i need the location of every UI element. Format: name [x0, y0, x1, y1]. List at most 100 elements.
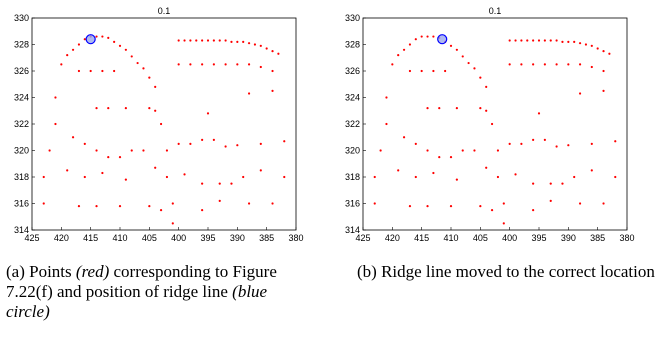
red-data-point [201, 138, 204, 141]
red-data-point [171, 202, 174, 205]
red-data-point [236, 40, 239, 43]
red-data-point [408, 205, 412, 208]
red-data-point [438, 156, 441, 159]
red-data-point [224, 39, 227, 42]
red-data-point [414, 142, 417, 145]
red-data-point [212, 138, 215, 141]
red-data-point [165, 149, 169, 152]
red-data-point [154, 109, 157, 112]
red-data-point [549, 182, 552, 185]
red-data-point [426, 149, 429, 152]
red-data-point [567, 63, 570, 66]
red-data-point [118, 156, 122, 159]
y-tick-label: 322 [345, 119, 360, 129]
x-tick-label: 415 [83, 233, 98, 243]
plot-frame [362, 17, 628, 231]
red-data-point [259, 65, 262, 69]
red-data-point [479, 107, 482, 110]
red-data-point [95, 149, 98, 152]
caption-b-label: (b) [357, 262, 377, 281]
red-data-point [177, 63, 180, 66]
red-data-point [555, 39, 558, 42]
red-data-point [66, 54, 69, 57]
red-data-point [485, 109, 488, 112]
y-tick-label: 316 [345, 199, 360, 209]
red-data-point [449, 156, 453, 159]
red-data-point [189, 39, 192, 42]
red-data-point [578, 63, 582, 66]
red-data-point [555, 145, 558, 148]
red-data-point [247, 202, 251, 205]
red-data-point [508, 63, 511, 66]
x-tick-label: 390 [561, 233, 576, 243]
red-data-point [520, 63, 523, 66]
red-data-point [420, 35, 423, 38]
red-data-point [420, 69, 423, 73]
red-data-point [265, 47, 268, 50]
red-data-point [230, 182, 233, 185]
red-data-point [124, 48, 127, 51]
red-data-point [212, 63, 215, 66]
red-data-point [77, 69, 81, 73]
x-tick-label: 395 [531, 233, 546, 243]
red-data-point [602, 50, 605, 53]
x-tick-label: 405 [142, 233, 157, 243]
red-data-point [455, 178, 458, 181]
red-data-point [101, 69, 104, 73]
red-data-point [608, 52, 611, 55]
red-data-point [402, 136, 406, 139]
red-data-point [543, 39, 546, 42]
red-data-point [206, 112, 210, 115]
red-data-point [66, 169, 69, 172]
red-data-point [283, 140, 286, 143]
red-data-point [95, 205, 98, 208]
x-tick-label: 425 [355, 233, 370, 243]
red-data-point [130, 149, 133, 152]
red-data-point [461, 55, 464, 58]
red-data-point [496, 175, 500, 179]
red-data-point [543, 138, 546, 141]
red-data-point [242, 175, 245, 179]
red-data-point [532, 209, 535, 212]
red-data-point [573, 40, 576, 43]
red-data-point [148, 76, 151, 79]
red-data-point [189, 63, 192, 66]
figure-panel-a: 0.1 425 420 415 410 405 400 395 390 385 380 314 316 3… [6, 6, 306, 322]
y-tick-label: 328 [14, 40, 29, 50]
red-data-point [432, 35, 435, 38]
y-tick-label: 330 [14, 13, 29, 23]
chart-title: 0.1 [489, 6, 502, 16]
red-data-point [520, 39, 523, 42]
red-data-point [148, 107, 151, 110]
red-data-point [230, 40, 233, 43]
red-data-point [271, 89, 274, 92]
red-data-point [537, 39, 541, 42]
y-tick-label: 318 [14, 172, 29, 182]
red-data-point [83, 38, 86, 41]
red-data-point [107, 36, 110, 39]
x-tick-label: 395 [200, 233, 215, 243]
red-data-point [77, 205, 81, 208]
caption-b-text: Ridge line moved to the correct location [381, 262, 655, 281]
red-data-point [473, 149, 476, 152]
red-data-point [171, 222, 174, 225]
red-data-point [113, 69, 116, 73]
caption-a: (a) Points (red) corresponding to Figure… [6, 262, 306, 322]
red-data-point [455, 107, 458, 110]
red-data-point [113, 40, 116, 43]
red-data-point [473, 67, 476, 70]
red-data-point [83, 175, 86, 179]
red-data-point [277, 52, 280, 55]
red-data-point [543, 63, 546, 66]
red-data-point [71, 48, 75, 51]
red-data-point [426, 35, 429, 38]
caption-b: (b) Ridge line moved to the correct loca… [357, 262, 657, 282]
red-data-point [502, 222, 505, 225]
red-data-point [118, 205, 122, 208]
red-data-point [101, 171, 104, 175]
red-data-point [602, 89, 605, 92]
red-data-point [148, 205, 151, 208]
caption-a-part-3: corresponding to Figure 7.22(f) and posi… [6, 262, 277, 301]
red-data-point [526, 39, 529, 42]
red-data-point [177, 142, 180, 145]
